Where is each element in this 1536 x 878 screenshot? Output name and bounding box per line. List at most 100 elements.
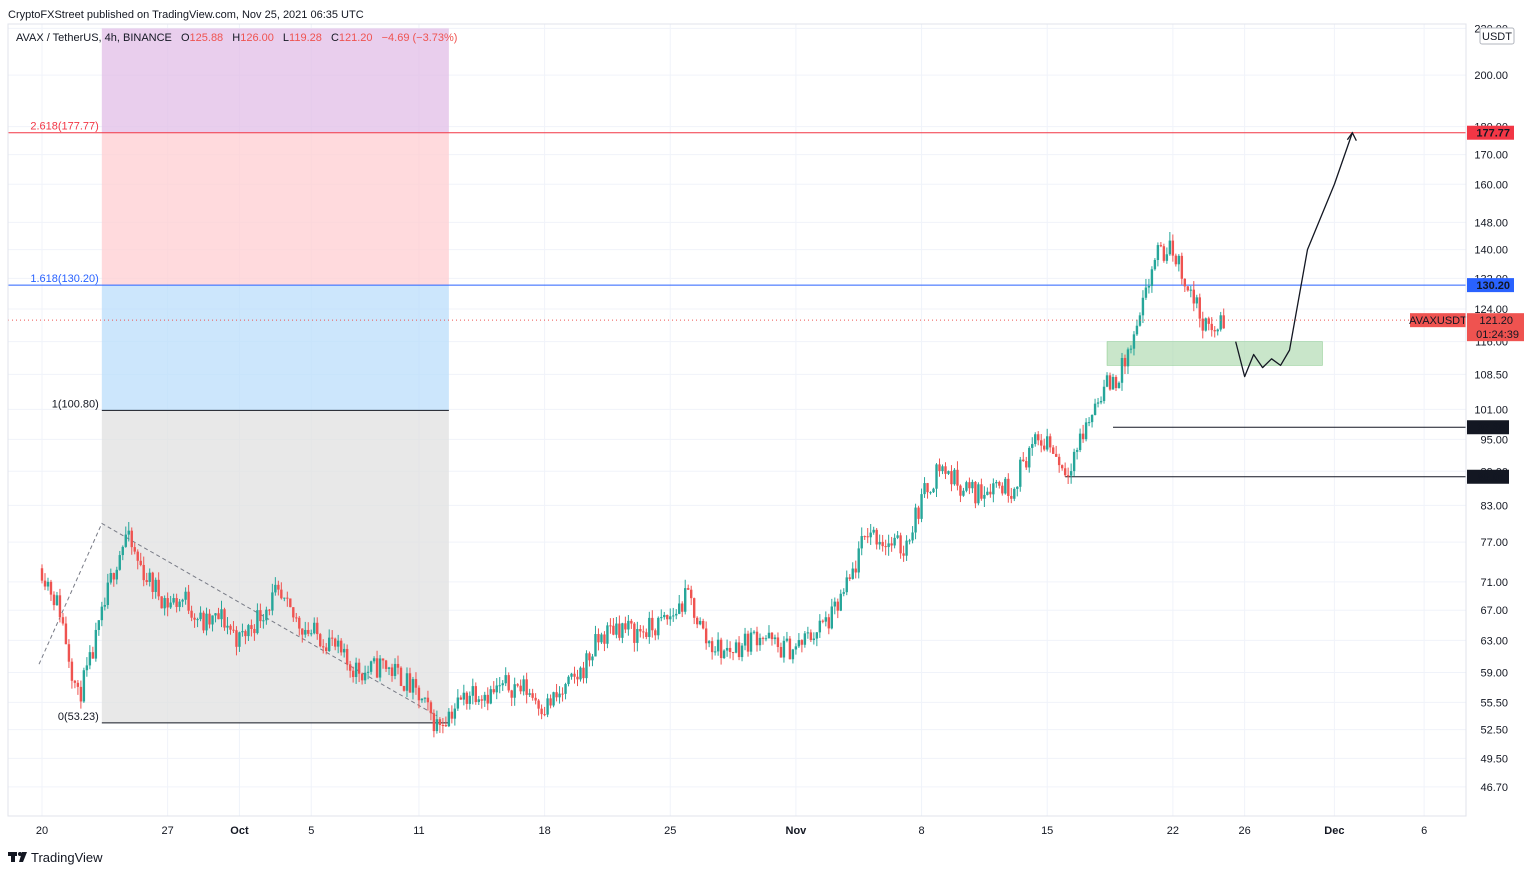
candle-body: [872, 529, 875, 533]
candle-body: [908, 540, 911, 542]
candle: [184, 587, 187, 605]
candle-body: [280, 589, 283, 599]
candle: [133, 542, 136, 555]
candle-body: [82, 670, 86, 702]
candle: [244, 629, 247, 645]
candle-body: [301, 628, 304, 635]
candle-body: [420, 698, 424, 701]
candle: [944, 462, 947, 480]
candle: [669, 608, 672, 626]
candle-body: [325, 647, 328, 652]
candle: [492, 681, 495, 695]
candle: [1219, 311, 1222, 332]
candle-body: [1019, 459, 1022, 487]
candle: [453, 703, 457, 726]
candle-body: [435, 719, 439, 732]
fib-zone-blue: [101, 285, 449, 411]
candle: [1168, 232, 1172, 256]
candle-body: [504, 675, 507, 684]
candle-body: [851, 568, 854, 579]
candle-body: [495, 685, 498, 693]
candle: [707, 639, 711, 648]
candle-body: [211, 615, 214, 625]
candle-body: [687, 588, 690, 590]
candle: [283, 597, 286, 602]
candle-body: [136, 551, 139, 561]
candle-body: [842, 592, 845, 594]
candle: [438, 717, 442, 733]
candle-body: [746, 633, 750, 652]
candle: [743, 627, 747, 651]
candle: [884, 539, 887, 556]
candle: [788, 636, 792, 660]
candle-body: [372, 658, 376, 662]
candle: [1132, 331, 1136, 356]
candle: [899, 532, 902, 559]
candle-body: [1201, 318, 1204, 331]
candle-body: [1162, 246, 1166, 261]
candle: [579, 666, 582, 682]
candle: [710, 637, 714, 660]
candle-body: [681, 603, 684, 612]
candle-body: [238, 632, 241, 647]
candle-body: [917, 507, 920, 519]
currency-badge[interactable]: [1479, 27, 1515, 45]
candle: [594, 625, 597, 657]
projection-arrow-icon: [1346, 131, 1357, 142]
candle: [1057, 453, 1061, 473]
candle: [67, 639, 71, 668]
candle: [1048, 433, 1052, 453]
candle: [280, 582, 283, 600]
candle-body: [429, 702, 433, 714]
candle: [803, 631, 807, 648]
price-tick-label: 67.00: [1480, 605, 1508, 617]
candle: [468, 691, 472, 710]
candle: [609, 618, 612, 634]
candle: [1108, 372, 1112, 391]
candle-body: [642, 631, 645, 633]
candle-body: [268, 609, 271, 611]
candle-body: [710, 641, 714, 653]
candle-body: [669, 616, 672, 620]
candle: [396, 655, 400, 675]
candle: [292, 607, 295, 622]
candle-body: [1213, 330, 1216, 332]
candle: [1207, 316, 1210, 331]
time-axis[interactable]: 20 27 Oct 5 11 18 25 Nov 8 15 22 26 Dec 6: [36, 825, 1427, 837]
candle-body: [848, 577, 851, 579]
time-tick-label: Dec: [1324, 825, 1344, 837]
candle: [127, 522, 130, 542]
candle: [516, 683, 519, 688]
fib-zones: [101, 28, 449, 723]
candle: [603, 631, 606, 652]
candle: [612, 617, 615, 636]
candle: [307, 622, 310, 637]
logo-slash-icon: [19, 852, 27, 862]
tradingview-logo[interactable]: TradingView: [8, 850, 103, 865]
candle: [426, 690, 430, 711]
candle: [920, 488, 923, 523]
candle-body: [1037, 434, 1040, 441]
candle-body: [265, 609, 268, 621]
candle: [253, 624, 256, 641]
candle: [698, 617, 702, 626]
support-axis-badge: [1467, 469, 1509, 484]
candle: [950, 465, 953, 492]
candle: [782, 636, 786, 663]
candle: [1099, 396, 1103, 405]
candle-body: [411, 679, 415, 693]
candle: [1028, 446, 1031, 473]
candle-body: [824, 617, 828, 622]
candle: [316, 617, 319, 640]
candle-body: [654, 630, 657, 636]
candle: [687, 584, 690, 591]
candle-body: [292, 607, 295, 618]
candle: [1123, 354, 1127, 374]
candle-body: [722, 650, 726, 659]
candle: [55, 591, 59, 606]
candle-body: [525, 679, 528, 695]
candle-body: [259, 610, 262, 622]
candle: [648, 611, 651, 644]
candle-body: [555, 692, 558, 698]
